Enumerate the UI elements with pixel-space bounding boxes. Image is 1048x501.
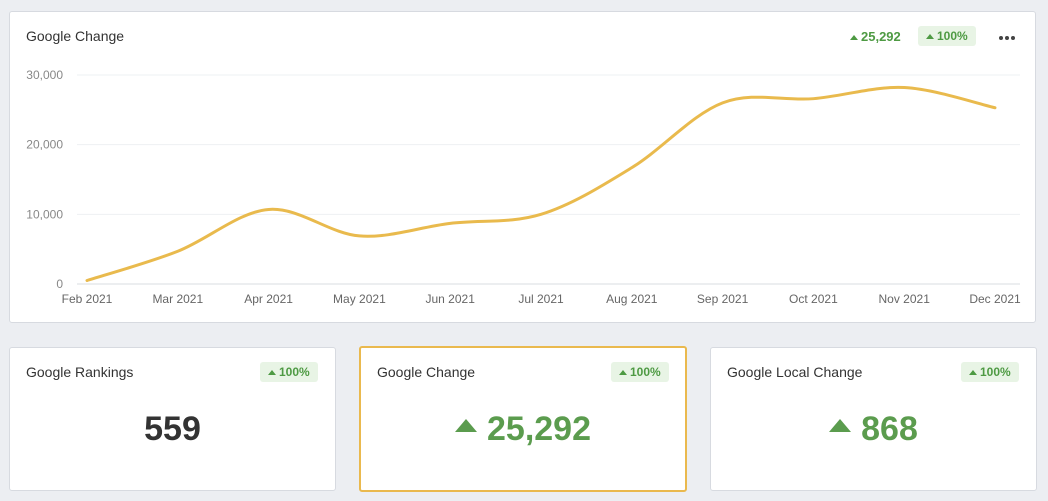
y-tick-label: 0 [56,277,63,291]
stat-card-title: Google Rankings [26,364,133,380]
series-line [87,87,995,280]
stat-change-badge: 100% [961,362,1019,382]
stat-card-google-rankings[interactable]: Google Rankings 100% 559 [9,347,336,491]
stat-card-google-change[interactable]: Google Change 100% 25,292 [359,346,687,492]
stat-change-badge: 100% [611,362,669,382]
stat-card-title: Google Local Change [727,364,862,380]
up-arrow-icon [455,419,477,432]
badge-text: 100% [279,365,310,379]
y-tick-label: 30,000 [26,68,63,82]
badge-text: 100% [980,365,1011,379]
up-arrow-icon [969,370,977,375]
x-tick-label: Dec 2021 [969,292,1021,306]
y-tick-label: 10,000 [26,207,63,221]
up-arrow-icon [829,419,851,432]
x-tick-label: Aug 2021 [606,292,658,306]
x-tick-label: Feb 2021 [62,292,113,306]
y-tick-label: 20,000 [26,138,63,152]
y-axis-ticks: 0 10,000 20,000 30,000 [26,68,63,291]
chart-series [87,87,995,280]
x-tick-label: Nov 2021 [879,292,931,306]
chart-grid [77,75,1020,284]
x-axis-ticks: Feb 2021 Mar 2021 Apr 2021 May 2021 Jun 2021… [62,292,1021,306]
stat-value: 868 [711,410,1036,449]
x-tick-label: Apr 2021 [244,292,293,306]
stat-value-text: 868 [861,410,918,448]
x-tick-label: Jun 2021 [426,292,476,306]
stat-value-text: 559 [144,410,201,448]
up-arrow-icon [268,370,276,375]
up-arrow-icon [619,370,627,375]
badge-text: 100% [630,365,661,379]
stat-value: 559 [10,410,335,449]
stat-change-badge: 100% [260,362,318,382]
stat-value-text: 25,292 [487,410,591,448]
line-chart: 0 10,000 20,000 30,000 Feb 2021 Mar 2021 Apr … [0,0,1048,330]
x-tick-label: Oct 2021 [789,292,838,306]
stat-card-title: Google Change [377,364,475,380]
x-tick-label: Jul 2021 [518,292,564,306]
x-tick-label: Mar 2021 [152,292,203,306]
x-tick-label: May 2021 [333,292,386,306]
stat-value: 25,292 [361,410,685,449]
stat-card-google-local-change[interactable]: Google Local Change 100% 868 [710,347,1037,491]
x-tick-label: Sep 2021 [697,292,749,306]
